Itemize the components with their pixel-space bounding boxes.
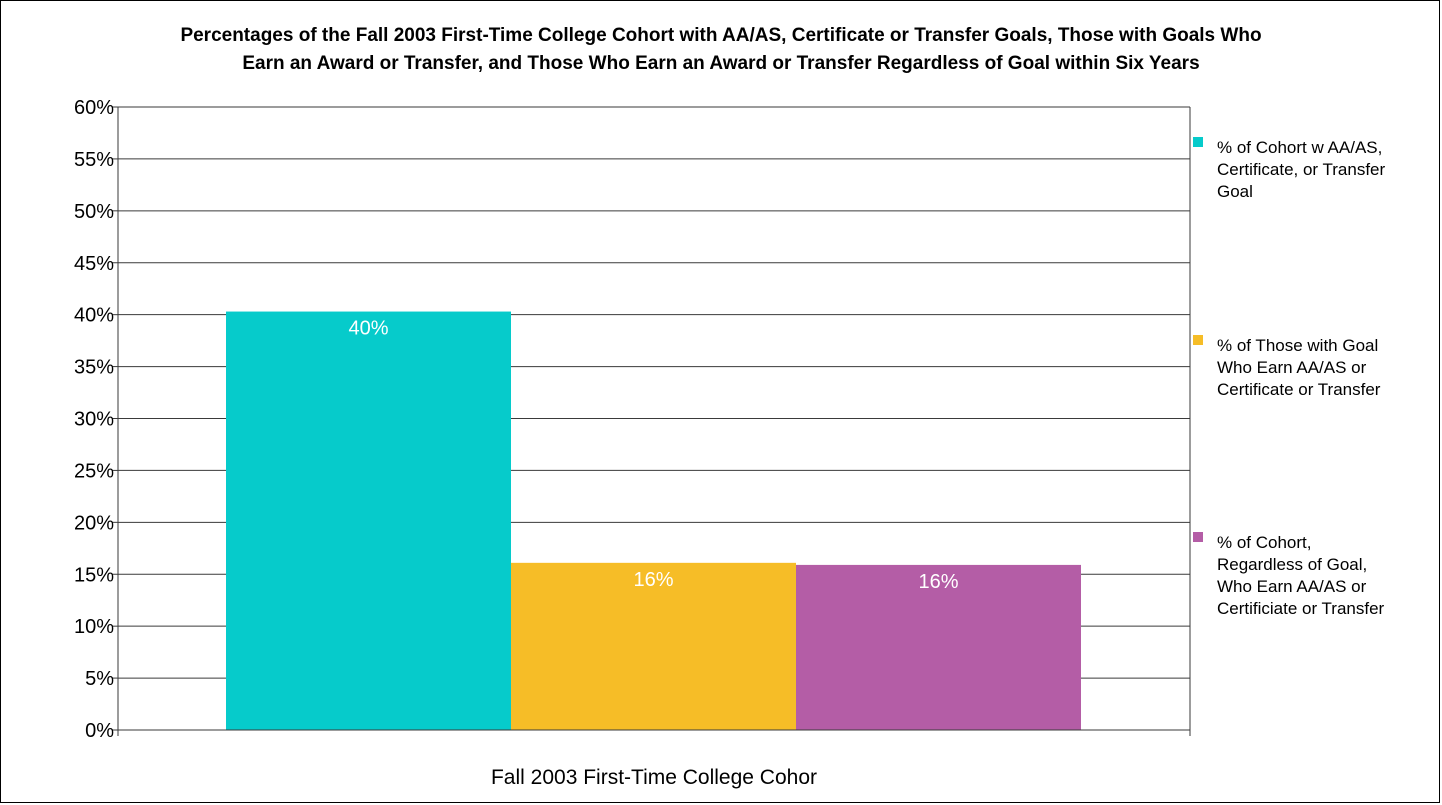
legend-label-series-2: Certificate or Transfer (1217, 380, 1381, 399)
axes: 0% 5% 10% 15% 20% 25% 30% 35% 40% 45% 50% 55% 60% Fal… (74, 97, 1191, 789)
legend-swatch-series-3 (1193, 532, 1203, 542)
y-tick-label: 20% (74, 512, 114, 534)
y-tick-label: 40% (74, 305, 114, 327)
bar-series-2 (511, 562, 796, 730)
y-tick-label: 35% (74, 357, 114, 379)
legend-label-series-2: Who Earn AA/AS or (1217, 358, 1367, 377)
y-tick-label: 10% (74, 616, 114, 638)
legend-label-series-1: % of Cohort w AA/AS, (1217, 138, 1382, 157)
legend-label-series-3: % of Cohort, (1217, 533, 1312, 552)
y-tick-label: 60% (74, 97, 114, 119)
legend: % of Cohort w AA/AS, Certificate, or Tran… (1193, 137, 1386, 618)
y-tick-label: 55% (74, 149, 114, 171)
y-tick-label: 45% (74, 253, 114, 275)
bar-series-3 (796, 564, 1081, 730)
legend-label-series-1: Goal (1217, 182, 1253, 201)
y-tick-label: 5% (85, 668, 114, 690)
y-tick-label: 30% (74, 409, 114, 431)
y-tick-label: 15% (74, 564, 114, 586)
data-label-series-1: 40% (348, 318, 388, 340)
legend-label-series-2: % of Those with Goal (1217, 336, 1378, 355)
legend-label-series-1: Certificate, or Transfer (1217, 160, 1386, 179)
y-tick-label: 0% (85, 720, 114, 742)
chart-title-line-2: Earn an Award or Transfer, and Those Who… (242, 53, 1200, 74)
chart-title: Percentages of the Fall 2003 First-Time … (0, 22, 1442, 78)
x-category-label: Fall 2003 First-Time College Cohor (491, 766, 817, 789)
data-label-series-2: 16% (633, 569, 673, 591)
legend-swatch-series-1 (1193, 137, 1203, 147)
data-label-series-3: 16% (918, 571, 958, 593)
y-tick-label: 25% (74, 460, 114, 482)
chart-title-line-1: Percentages of the Fall 2003 First-Time … (180, 25, 1262, 46)
legend-label-series-3: Regardless of Goal, (1217, 555, 1367, 574)
legend-label-series-3: Who Earn AA/AS or (1217, 577, 1367, 596)
bars: 40% 16% 16% (226, 311, 1081, 730)
bar-series-1 (226, 311, 511, 730)
legend-label-series-3: Certificiate or Transfer (1217, 599, 1385, 618)
legend-swatch-series-2 (1193, 335, 1203, 345)
y-tick-label: 50% (74, 201, 114, 223)
